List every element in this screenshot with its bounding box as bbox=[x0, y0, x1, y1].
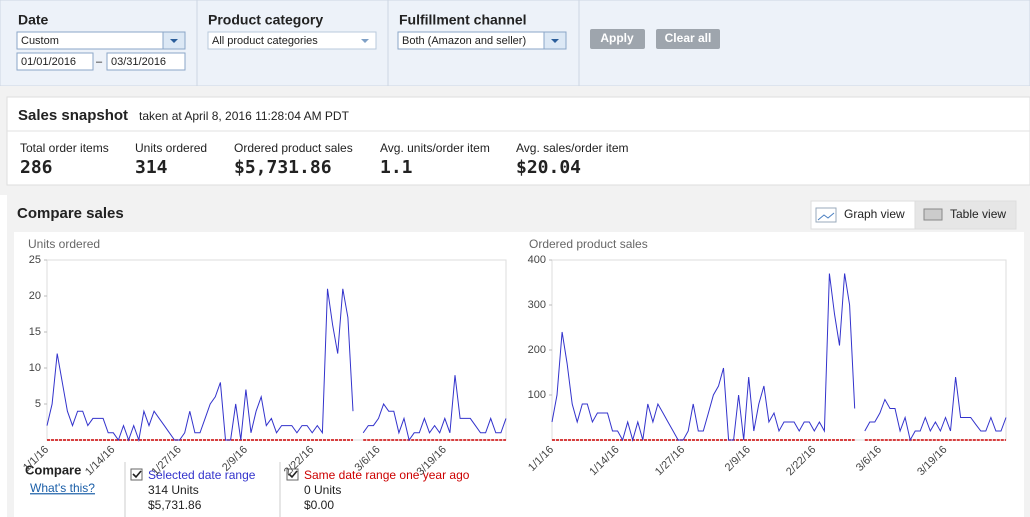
snapshot-title: Sales snapshot bbox=[18, 107, 128, 124]
checkbox[interactable] bbox=[130, 468, 143, 481]
metric-value: 314 bbox=[135, 157, 168, 178]
date-separator: – bbox=[96, 56, 103, 68]
clear-button[interactable] bbox=[656, 29, 720, 49]
snapshot-panel bbox=[6, 96, 1030, 186]
filter-label: Fulfillment channel bbox=[399, 12, 527, 28]
metric-label: Total order items bbox=[20, 141, 109, 155]
y-tick-label: 20 bbox=[29, 290, 41, 302]
y-tick-label: 200 bbox=[528, 344, 546, 356]
y-tick-label: 400 bbox=[528, 254, 546, 266]
tab-label: Table view bbox=[950, 207, 1006, 221]
date-to-text: 03/31/2016 bbox=[111, 56, 166, 68]
button-label: Apply bbox=[600, 31, 634, 45]
legend-units: 314 Units bbox=[148, 483, 199, 497]
compare-title: Compare sales bbox=[17, 205, 124, 222]
metric-value: $20.04 bbox=[516, 157, 581, 178]
date-from[interactable] bbox=[16, 52, 94, 71]
snapshot-subtitle: taken at April 8, 2016 11:28:04 AM PDT bbox=[139, 109, 350, 123]
y-tick-label: 25 bbox=[29, 254, 41, 266]
legend-label: Selected date range bbox=[148, 468, 256, 482]
metric-value: 1.1 bbox=[380, 157, 413, 178]
y-tick-label: 5 bbox=[35, 398, 41, 410]
select-value: Both (Amazon and seller) bbox=[402, 35, 526, 47]
select-value: Custom bbox=[21, 35, 59, 47]
series-line bbox=[551, 273, 1007, 442]
chart-title: Units ordered bbox=[28, 237, 100, 251]
graph-view-tab[interactable] bbox=[810, 200, 916, 230]
date-from-text: 01/01/2016 bbox=[21, 56, 76, 68]
y-tick-label: 15 bbox=[29, 326, 41, 338]
category-select[interactable] bbox=[207, 31, 377, 50]
filter-label: Date bbox=[18, 12, 49, 28]
legend-sales: $0.00 bbox=[304, 498, 334, 512]
plot-area bbox=[551, 259, 1007, 441]
button-label: Clear all bbox=[665, 31, 712, 45]
metric-label: Avg. units/order item bbox=[380, 141, 490, 155]
metric-value: 286 bbox=[20, 157, 53, 178]
date-to[interactable] bbox=[106, 52, 186, 71]
series-line bbox=[46, 288, 507, 442]
y-tick-label: 100 bbox=[528, 389, 546, 401]
checkbox[interactable] bbox=[286, 468, 299, 481]
metric-label: Avg. sales/order item bbox=[516, 141, 629, 155]
plot-area bbox=[46, 259, 507, 441]
y-tick-label: 10 bbox=[29, 362, 41, 374]
metric-label: Units ordered bbox=[135, 141, 207, 155]
y-tick-label: 300 bbox=[528, 299, 546, 311]
metric-label: Ordered product sales bbox=[234, 141, 353, 155]
metric-value: $5,731.86 bbox=[234, 157, 332, 178]
help-link[interactable]: What's this? bbox=[30, 481, 95, 495]
apply-button[interactable] bbox=[590, 29, 645, 49]
select-value: All product categories bbox=[212, 35, 318, 47]
legend-sales: $5,731.86 bbox=[148, 498, 202, 512]
chart-title: Ordered product sales bbox=[529, 237, 648, 251]
legend-title: Compare bbox=[25, 462, 81, 477]
filter-label: Product category bbox=[208, 12, 323, 28]
legend-label: Same date range one year ago bbox=[304, 468, 470, 482]
legend-units: 0 Units bbox=[304, 483, 341, 497]
tab-label: Graph view bbox=[844, 207, 905, 221]
